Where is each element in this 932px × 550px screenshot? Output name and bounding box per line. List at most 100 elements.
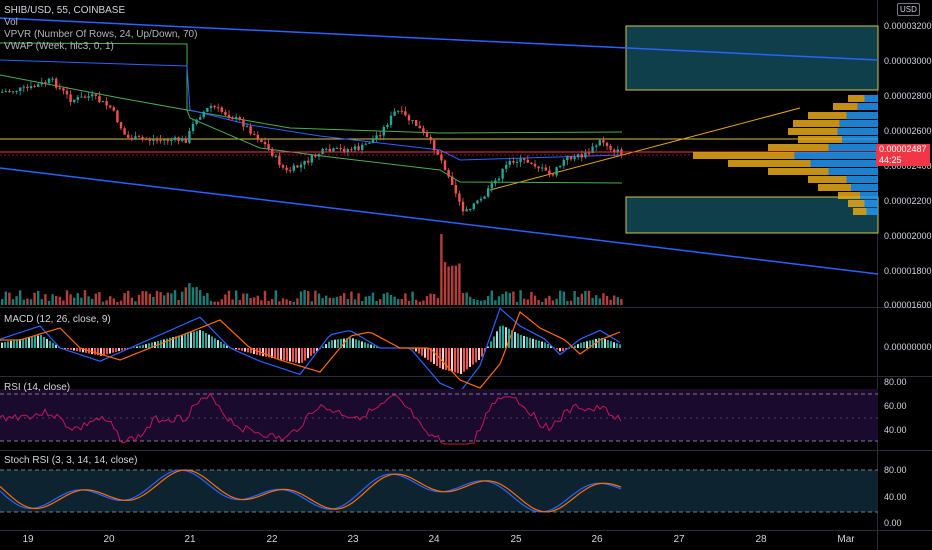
volume-bar — [523, 298, 526, 305]
macd-histogram-bar — [286, 348, 288, 361]
time-tick: 27 — [673, 534, 685, 545]
macd-tick: 0.00000000 — [884, 342, 932, 352]
macd-histogram-bar — [52, 342, 54, 348]
candle-body — [303, 160, 306, 165]
volume-bar — [51, 294, 54, 305]
candle-body — [418, 125, 421, 129]
vpvr-row-down — [848, 200, 865, 207]
macd-histogram-bar — [13, 340, 15, 348]
price-tick: 0.00002800 — [884, 91, 932, 101]
volume-bar — [163, 295, 166, 305]
macd-histogram-bar — [526, 336, 528, 348]
macd-histogram-bar — [28, 337, 30, 348]
candle-body — [109, 105, 112, 108]
volume-bar — [407, 300, 411, 305]
candle-body — [83, 96, 87, 98]
vol-indicator-label[interactable]: Vol — [4, 17, 18, 28]
trend-line[interactable] — [489, 107, 801, 191]
macd-histogram-bar — [217, 340, 219, 348]
volume-bar — [145, 291, 148, 305]
vpvr-row-down — [693, 152, 795, 159]
volume-bar — [411, 291, 414, 305]
vpvr-row-down — [838, 192, 860, 199]
macd-histogram-bar — [196, 330, 198, 348]
vwap-indicator-label[interactable]: VWAP (Week, hlc3, 0, 1) — [4, 41, 114, 52]
macd-histogram-bar — [175, 336, 177, 348]
macd-histogram-bar — [166, 338, 168, 348]
stoch-d-line — [0, 469, 622, 513]
volume-bar — [184, 287, 187, 305]
volume-bar — [339, 295, 342, 305]
candle-body — [76, 96, 79, 100]
channel-lower-line[interactable] — [0, 167, 879, 275]
candle-body — [364, 143, 367, 145]
volume-bar — [19, 290, 22, 305]
volume-bar — [314, 290, 317, 305]
candle-body — [335, 148, 339, 150]
volume-bar — [289, 300, 292, 305]
volume-bar — [58, 296, 61, 305]
macd-histogram-bar — [511, 330, 513, 348]
volume-bar — [47, 300, 51, 305]
symbol-title[interactable]: SHIB/USD, 55, COINBASE — [4, 5, 126, 16]
volume-bar — [137, 294, 141, 305]
support-zone-rect[interactable] — [625, 196, 879, 234]
macd-histogram-bar — [31, 336, 33, 348]
macd-histogram-bar — [271, 348, 273, 358]
volume-bar — [364, 296, 367, 305]
candle-body — [170, 140, 173, 142]
stoch-rsi-label[interactable]: Stoch RSI (3, 3, 14, 14, close) — [4, 455, 138, 466]
macd-histogram-bar — [565, 348, 567, 350]
volume-bar — [296, 298, 299, 305]
macd-histogram-bar — [619, 344, 621, 348]
volume-bar — [166, 292, 169, 305]
vpvr-row-down — [808, 112, 847, 119]
time-tick: Mar — [837, 534, 855, 545]
volume-bar — [173, 290, 177, 305]
macd-histogram-bar — [1, 342, 3, 348]
volume-bar — [505, 291, 508, 305]
candle-body — [44, 82, 47, 84]
macd-histogram-bar — [325, 344, 327, 348]
macd-histogram-bar — [346, 338, 348, 348]
macd-histogram-bar — [532, 338, 534, 348]
macd-histogram-bar — [316, 348, 318, 352]
macd-histogram-bar — [94, 348, 96, 355]
vpvr-row-down — [808, 176, 847, 183]
vwap-upper-band — [0, 42, 623, 134]
candle-body — [116, 110, 119, 123]
candle-body — [29, 86, 33, 89]
rsi-label[interactable]: RSI (14, close) — [4, 382, 71, 393]
candle-body — [505, 164, 508, 169]
macd-histogram-bar — [136, 346, 138, 348]
volume-bar — [105, 300, 108, 305]
candle-body — [512, 160, 515, 163]
volume-bar — [130, 297, 133, 305]
volume-bar — [260, 300, 263, 305]
macd-histogram-bar — [466, 348, 468, 370]
rsi-tick: 80.00 — [884, 377, 907, 387]
macd-histogram-bar — [469, 348, 471, 367]
candle-body — [397, 110, 400, 112]
volume-bar — [501, 294, 504, 305]
volume-bar — [361, 301, 364, 305]
macd-histogram-bar — [154, 341, 156, 348]
macd-histogram-bar — [25, 337, 27, 348]
vpvr-row-up — [851, 184, 878, 191]
macd-histogram-bar — [82, 348, 84, 353]
candle-body — [148, 139, 151, 141]
candle-body — [483, 196, 486, 199]
macd-histogram-bar — [193, 331, 195, 348]
macd-label[interactable]: MACD (12, 26, close, 9) — [4, 314, 111, 325]
candle-body — [587, 152, 591, 154]
vpvr-indicator-label[interactable]: VPVR (Number Of Rows, 24, Up/Down, 70) — [4, 29, 198, 40]
channel-upper-line[interactable] — [0, 17, 879, 61]
volume-bar — [400, 299, 403, 305]
currency-button[interactable]: USD — [897, 3, 920, 16]
volume-bar — [119, 300, 123, 305]
volume-bar — [451, 265, 454, 305]
candlestick-series[interactable] — [1, 76, 623, 216]
time-tick: 20 — [103, 534, 115, 545]
macd-histogram-bar — [265, 348, 267, 357]
